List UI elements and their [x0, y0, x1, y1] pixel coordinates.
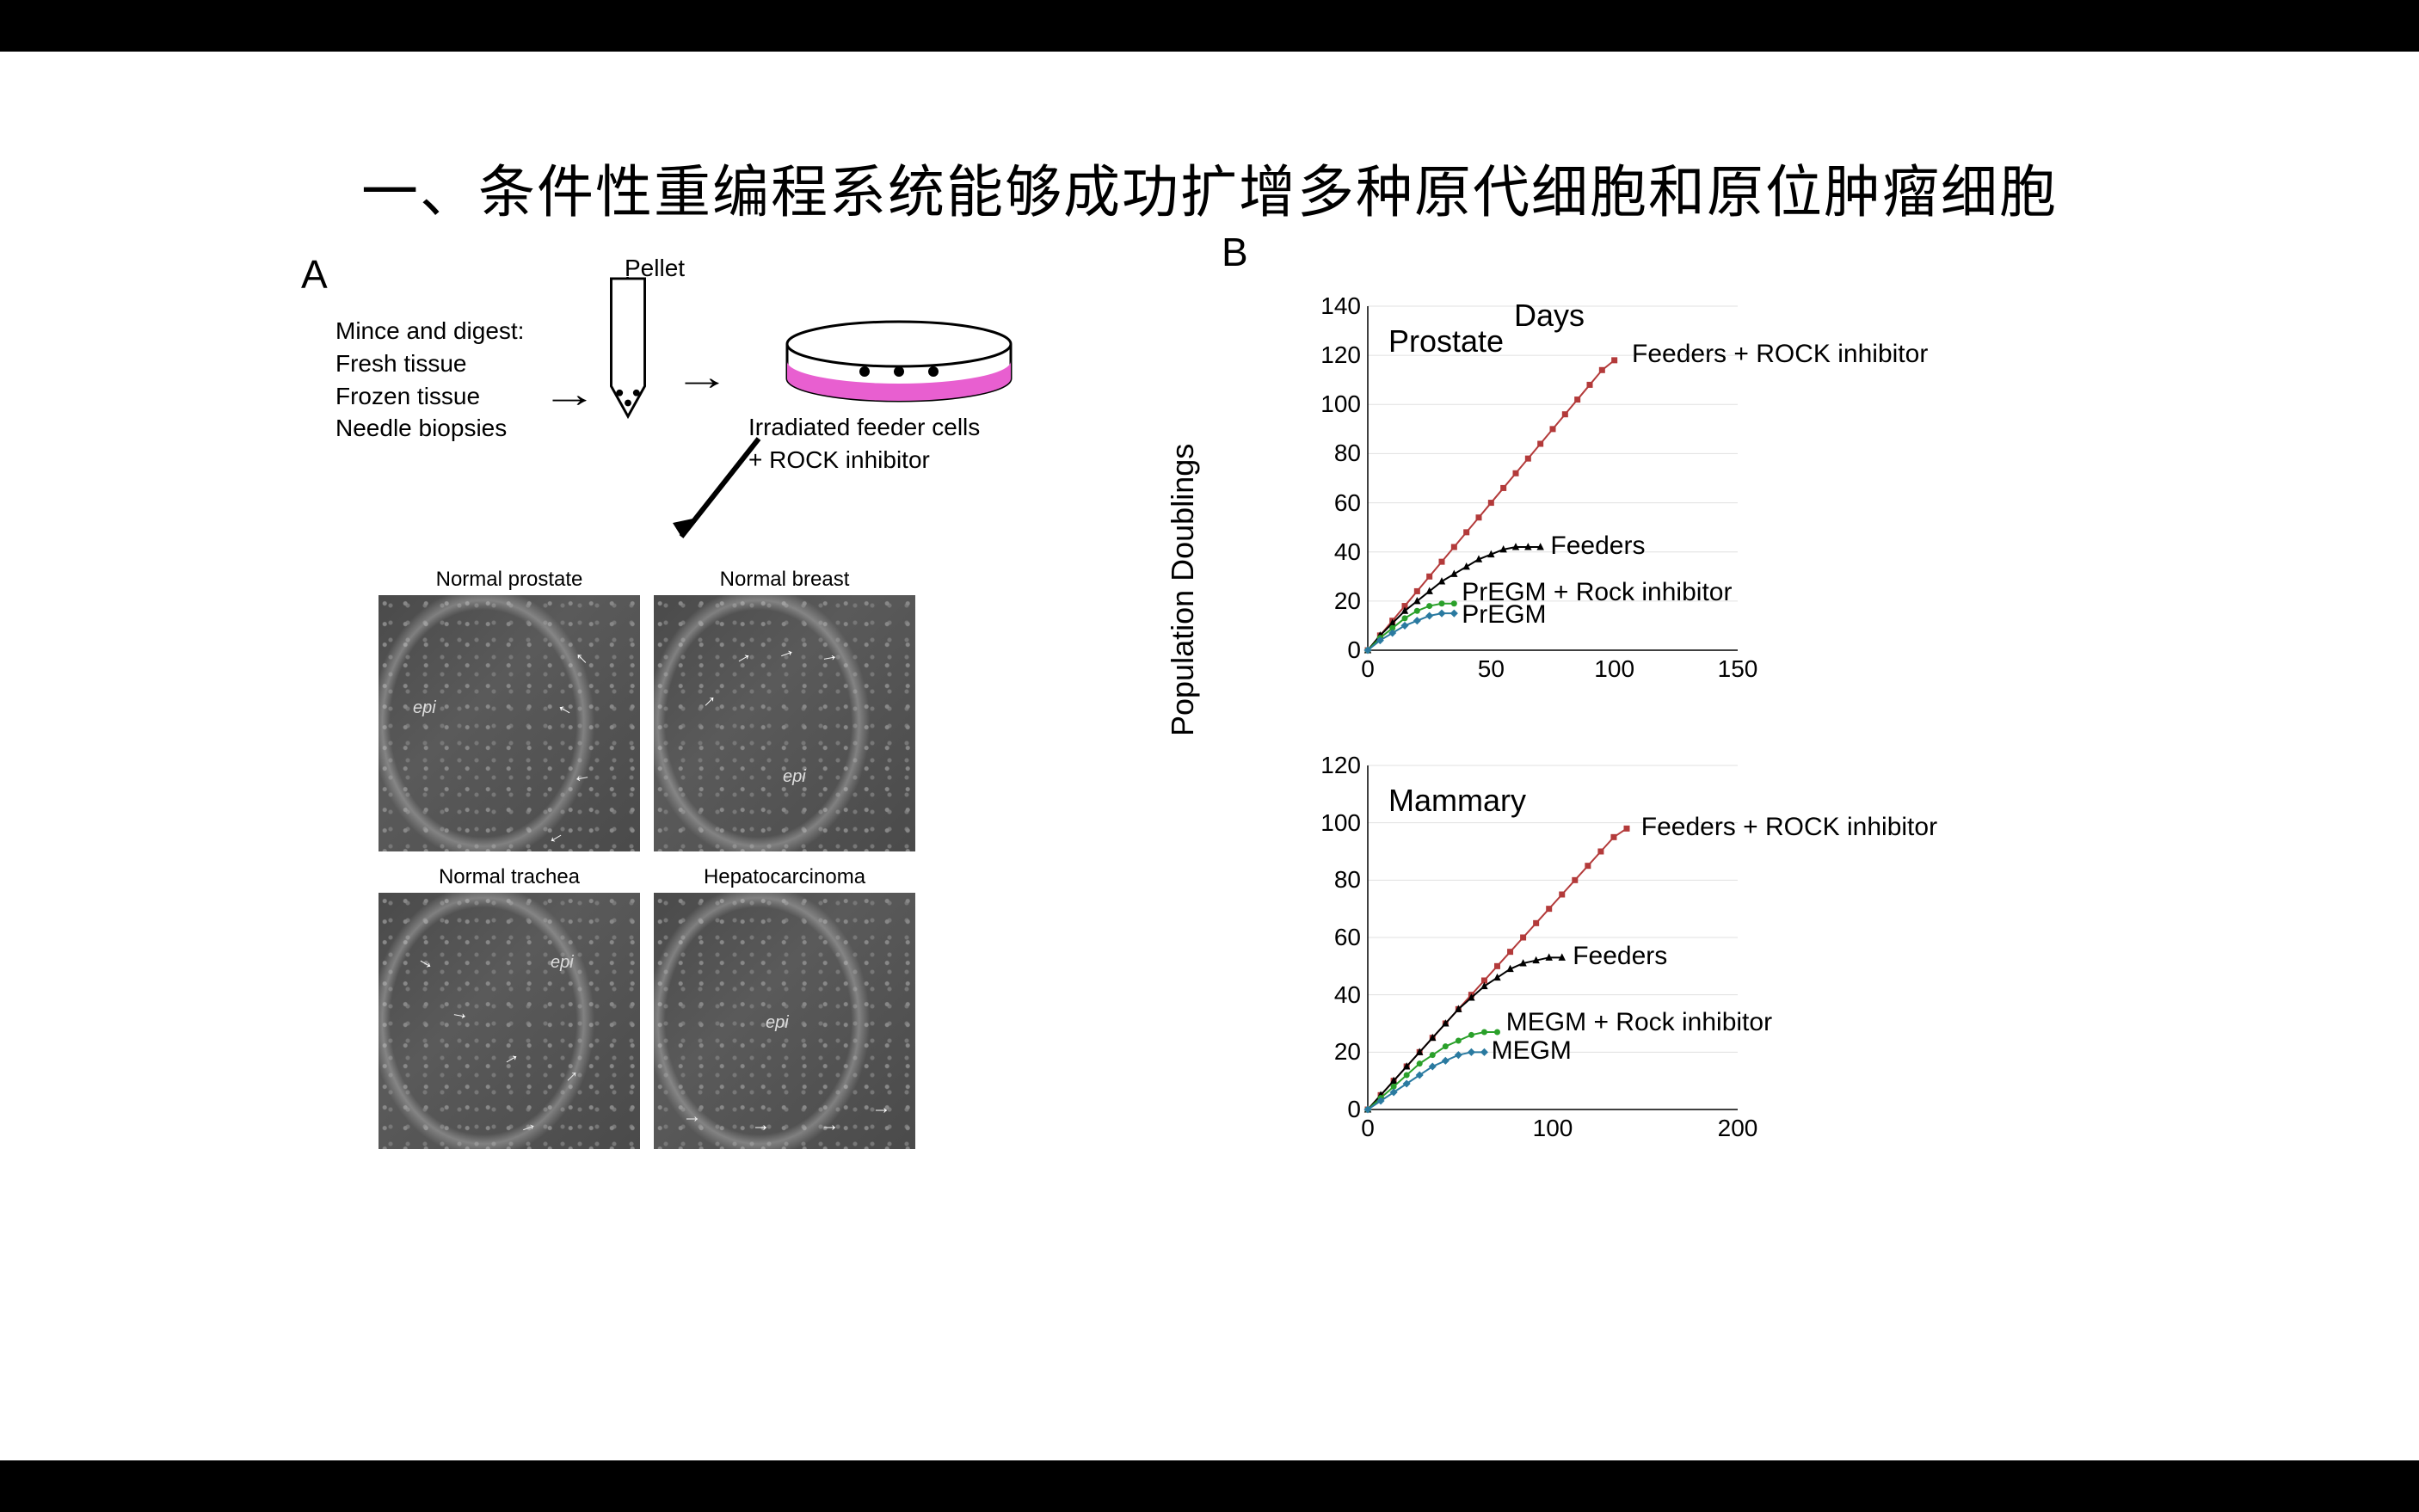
mince-line-0: Mince and digest: [335, 315, 524, 347]
micrograph-0: Normal prostate epi ↑ ↑ ↑ ↑ [379, 568, 640, 851]
micrograph-img-3: epi ↑ ↑ ↑ ↑ [654, 893, 915, 1149]
dish-caption: Irradiated feeder cells + ROCK inhibitor [748, 411, 980, 476]
micrograph-arrow-icon: ↑ [517, 1119, 541, 1135]
micrograph-arrow-icon: ↑ [569, 771, 594, 784]
micrograph-label-3: Hepatocarcinoma [654, 865, 915, 889]
micrograph-arrow-icon: ↑ [819, 651, 843, 664]
epi-label: epi [766, 1013, 789, 1033]
y-axis-label: Population Doublings [1165, 444, 1201, 736]
series-label: MEGM [1492, 1036, 1572, 1066]
micrograph-arrow-icon: ↑ [569, 647, 592, 669]
micrograph-1: Normal breast epi ↑ ↑ ↑ ↑ [654, 568, 915, 851]
chart-prostate: Prostate020406080100120140050100150Feede… [1316, 298, 1746, 710]
x-tick: 50 [1470, 655, 1511, 683]
series-label: Feeders + ROCK inhibitor [1632, 340, 1928, 369]
micrograph-arrow-icon: ↑ [551, 700, 576, 720]
petri-dish-icon [783, 318, 1015, 413]
micrograph-2: Normal trachea epi ↑ ↑ ↑ ↑ ↑ [379, 865, 640, 1149]
micrograph-arrow-icon: ↑ [500, 1049, 524, 1069]
x-axis-label: Days [1514, 298, 1585, 334]
letterbox-bottom [0, 1460, 2419, 1512]
micrograph-arrow-icon: ↑ [732, 648, 756, 668]
slide: 一、条件性重编程系统能够成功扩增多种原代细胞和原位肿瘤细胞 A Mince an… [0, 0, 2419, 1512]
y-tick: 60 [1318, 924, 1361, 951]
y-tick: 80 [1318, 866, 1361, 894]
y-tick: 100 [1318, 390, 1361, 418]
micrograph-arrow-icon: ↑ [820, 1123, 842, 1133]
x-tick: 100 [1594, 655, 1635, 683]
y-tick: 120 [1318, 752, 1361, 779]
dish-line-1: + ROCK inhibitor [748, 444, 980, 476]
micrograph-arrow-icon: ↑ [561, 1065, 583, 1087]
letterbox-top [0, 0, 2419, 52]
mince-digest-text: Mince and digest: Fresh tissue Frozen ti… [335, 315, 524, 445]
tube-icon [607, 277, 649, 420]
y-tick: 40 [1318, 981, 1361, 1009]
micrograph-arrow-icon: ↑ [871, 1106, 894, 1116]
y-tick: 60 [1318, 489, 1361, 517]
epi-label: epi [551, 953, 574, 973]
y-tick: 80 [1318, 439, 1361, 467]
y-tick: 20 [1318, 587, 1361, 615]
series-label: MEGM + Rock inhibitor [1506, 1008, 1772, 1037]
slide-title: 一、条件性重编程系统能够成功扩增多种原代细胞和原位肿瘤细胞 [0, 146, 2419, 229]
micrograph-arrow-icon: ↑ [543, 829, 567, 849]
micrograph-grid: Normal prostate epi ↑ ↑ ↑ ↑ Normal breast ep… [379, 568, 915, 1163]
panel-b-label: B [1222, 229, 1248, 275]
micrograph-arrow-icon: ↑ [775, 645, 799, 661]
mince-line-3: Needle biopsies [335, 412, 524, 445]
series-label: PrEGM [1462, 600, 1546, 630]
mince-line-1: Fresh tissue [335, 347, 524, 380]
x-tick: 0 [1347, 1115, 1388, 1142]
x-tick: 100 [1532, 1115, 1573, 1142]
micrograph-arrow-icon: ↑ [699, 690, 721, 712]
epi-label: epi [413, 698, 436, 718]
x-tick: 150 [1717, 655, 1758, 683]
micrograph-img-2: epi ↑ ↑ ↑ ↑ ↑ [379, 893, 640, 1149]
arrow-to-tube-icon: → [541, 373, 598, 416]
micrograph-label-1: Normal breast [654, 568, 915, 592]
micrograph-img-0: epi ↑ ↑ ↑ ↑ [379, 595, 640, 851]
micrograph-arrow-icon: ↑ [682, 1115, 705, 1124]
y-tick: 100 [1318, 809, 1361, 837]
y-tick: 40 [1318, 538, 1361, 566]
arrow-to-dish-icon: → [674, 356, 730, 399]
y-tick: 20 [1318, 1038, 1361, 1066]
y-tick: 120 [1318, 341, 1361, 369]
mince-line-2: Frozen tissue [335, 380, 524, 413]
epi-label: epi [783, 767, 806, 787]
panel-a-label: A [301, 251, 328, 298]
micrograph-label-2: Normal trachea [379, 865, 640, 889]
series-label: Feeders + ROCK inhibitor [1641, 813, 1937, 842]
arrow-to-micrographs-icon [664, 433, 764, 554]
x-tick: 0 [1347, 655, 1388, 683]
micrograph-label-0: Normal prostate [379, 568, 640, 592]
micrograph-3: Hepatocarcinoma epi ↑ ↑ ↑ ↑ [654, 865, 915, 1149]
series-label: Feeders [1573, 942, 1667, 971]
micrograph-img-1: epi ↑ ↑ ↑ ↑ [654, 595, 915, 851]
micrograph-arrow-icon: ↑ [449, 1009, 473, 1022]
series-label: Feeders [1550, 532, 1645, 561]
micrograph-arrow-icon: ↑ [414, 955, 438, 974]
micrograph-arrow-icon: ↑ [751, 1123, 773, 1133]
x-tick: 200 [1717, 1115, 1758, 1142]
dish-line-0: Irradiated feeder cells [748, 411, 980, 444]
protocol-diagram: Mince and digest: Fresh tissue Frozen ti… [327, 246, 1032, 607]
chart-mammary: Mammary0204060801001200100200Feeders + R… [1316, 757, 1746, 1170]
y-tick: 140 [1318, 292, 1361, 320]
